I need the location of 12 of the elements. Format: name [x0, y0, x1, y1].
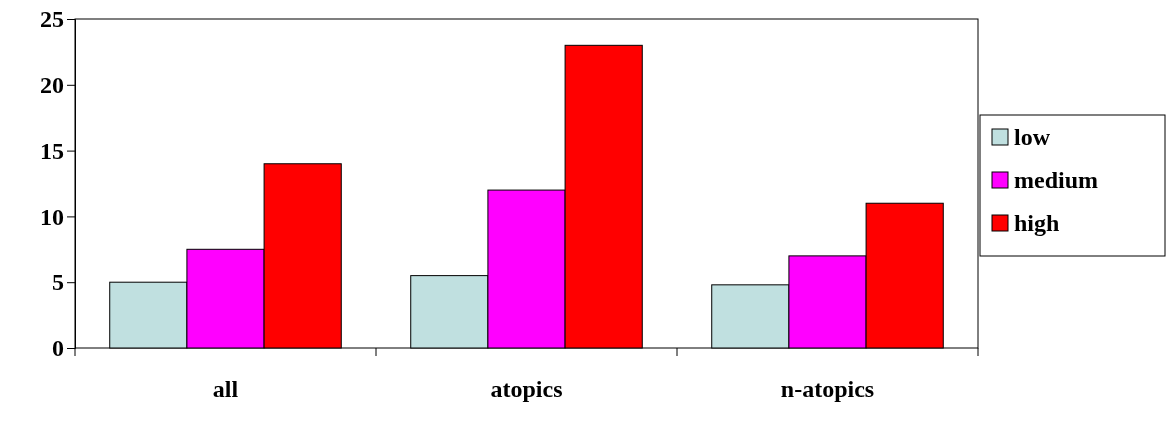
y-tick-label: 25: [40, 6, 64, 33]
x-tick-label: atopics: [490, 376, 563, 403]
x-tick-label: n-atopics: [780, 376, 875, 403]
y-tick-label: 0: [52, 335, 64, 362]
y-tick-label: 20: [40, 71, 64, 98]
x-tick-label: all: [212, 376, 239, 403]
legend-label: medium: [1014, 167, 1099, 193]
y-tick-label: 10: [40, 203, 64, 230]
y-tick-label: 5: [52, 269, 64, 296]
legend-label: low: [1014, 124, 1051, 150]
legend-label: high: [1014, 210, 1060, 236]
y-tick-label: 15: [40, 137, 64, 164]
